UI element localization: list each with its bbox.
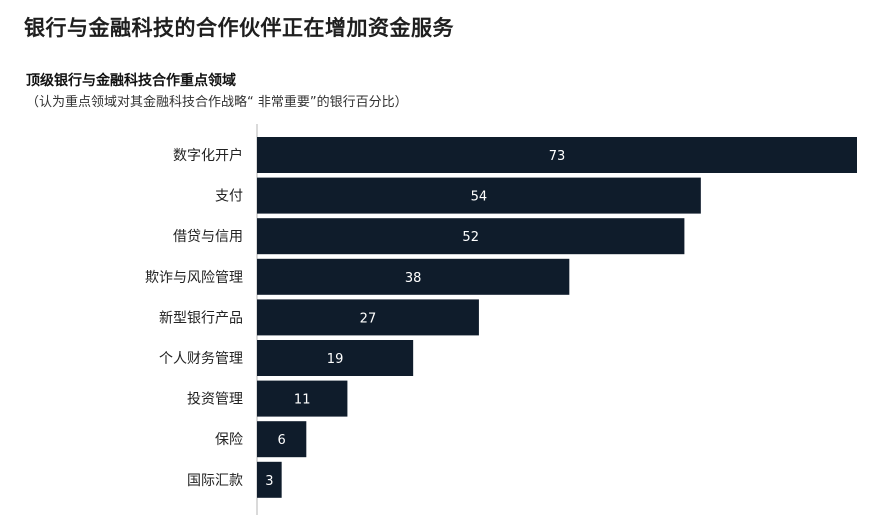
category-label: 借贷与信用 bbox=[173, 229, 243, 245]
chart-title: 银行与金融科技的合作伙伴正在增加资金服务 bbox=[24, 16, 454, 40]
value-label: 11 bbox=[294, 393, 311, 408]
category-label: 个人财务管理 bbox=[159, 351, 243, 367]
bar bbox=[257, 299, 479, 336]
value-label: 27 bbox=[360, 311, 377, 326]
category-label: 欺诈与风险管理 bbox=[145, 270, 243, 286]
bar bbox=[257, 421, 307, 458]
value-label: 38 bbox=[405, 271, 422, 286]
value-label: 54 bbox=[471, 190, 488, 205]
category-label: 投资管理 bbox=[187, 392, 243, 408]
bar bbox=[257, 258, 570, 295]
category-label: 国际汇款 bbox=[187, 473, 243, 489]
bar bbox=[257, 218, 685, 255]
value-label: 73 bbox=[549, 149, 566, 164]
category-label: 支付 bbox=[215, 189, 243, 205]
bar bbox=[257, 340, 414, 376]
bar bbox=[257, 461, 282, 498]
value-label: 52 bbox=[462, 230, 479, 245]
chart-subtitle: 顶级银行与金融科技合作重点领域 bbox=[26, 73, 236, 89]
category-label: 新型银行产品 bbox=[159, 310, 243, 326]
value-label: 19 bbox=[327, 352, 344, 367]
chart-note: （认为重点领域对其金融科技合作战略“ 非常重要”的银行百分比） bbox=[26, 95, 408, 110]
category-label: 数字化开户 bbox=[173, 147, 243, 164]
category-label: 保险 bbox=[215, 432, 243, 448]
bar bbox=[257, 177, 701, 214]
value-label: 6 bbox=[278, 433, 286, 448]
bar bbox=[257, 380, 348, 417]
value-label: 3 bbox=[265, 474, 273, 489]
bar bbox=[257, 137, 857, 173]
